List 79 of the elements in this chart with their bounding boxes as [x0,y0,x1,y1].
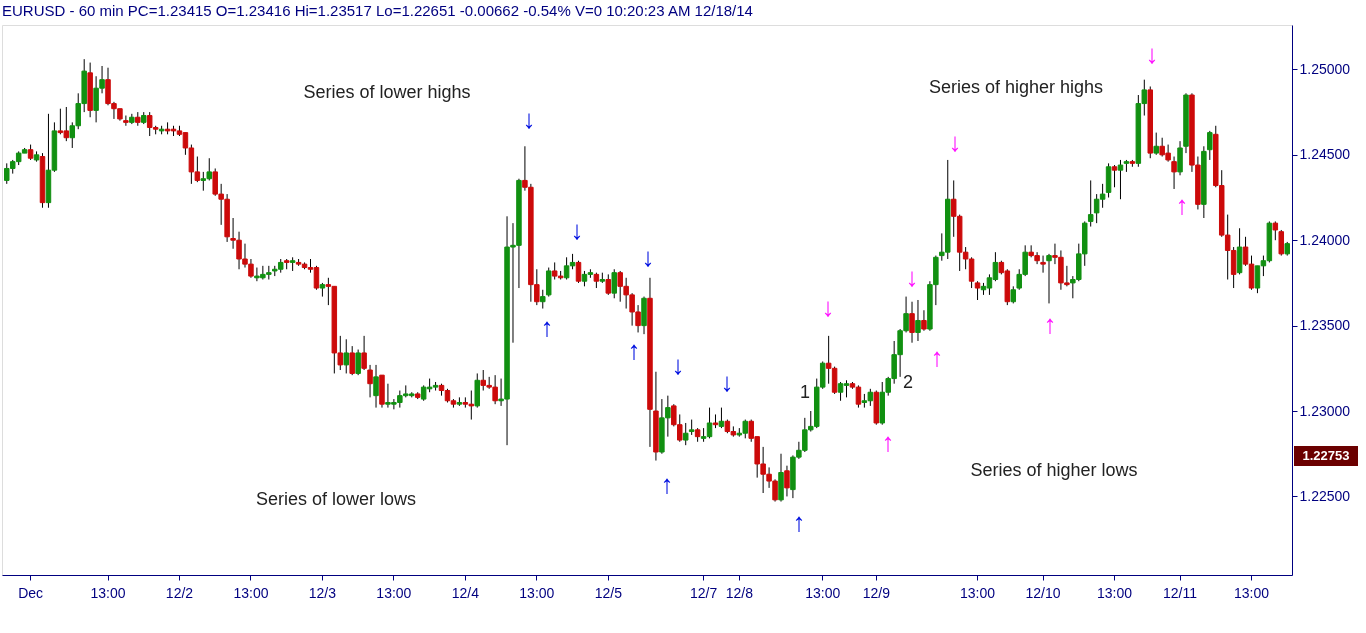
x-tick-label: 13:00 [90,584,126,601]
annotation: ↑ [792,507,806,537]
candlestick [718,407,725,429]
x-tick-label: 13:00 [1097,584,1133,601]
x-tick-label: 12/5 [594,584,623,601]
candlestick [921,309,927,332]
candlestick [1087,179,1094,228]
x-tick-label: 13:00 [1233,584,1270,601]
candlestick [1153,132,1159,156]
candlestick [373,364,379,409]
x-tick-label: 12/10 [1025,584,1061,601]
x-tick-label: 13:00 [805,584,841,601]
x-tick-label: Dec [18,584,44,601]
annotation: ↓ [671,350,685,380]
candlestick [1111,164,1118,188]
x-tick-label: 12/2 [165,584,194,601]
x-tick-label: 13:00 [519,584,555,601]
candlestick [1171,156,1177,190]
annotation: ↑ [930,342,944,372]
candlestick [349,345,355,376]
candlestick [1272,220,1279,241]
candlestick [575,260,582,284]
candlestick [784,465,790,497]
candlestick [1207,130,1213,161]
y-tick-label: 1.22500 [1299,487,1351,504]
candlestick [682,422,689,446]
candlestick [540,289,546,310]
annotation: ↑ [881,427,895,457]
annotation: ↓ [720,367,734,397]
chart-title: EURUSD - 60 min PC=1.23415 O=1.23416 Hi=1.23517 Lo=1.22651 -0.00662 -0.54% V=0 10:20:23 AM 12/18/14 [2,2,753,19]
y-tick-label: 1.24000 [1299,231,1351,248]
candlestick [355,349,361,376]
y-tick-label: 1.25000 [1299,60,1351,77]
text: 1.22753 [1302,448,1350,463]
annotation: ↓ [641,242,655,272]
annotation: ↓ [905,262,919,292]
x-tick-label: 12/4 [451,584,480,601]
annotation: ↑ [1175,190,1189,220]
annotation: Series of higher highs [928,77,1104,97]
candlestick [1117,159,1124,200]
annotation: ↓ [570,215,584,245]
candlestick [915,299,921,342]
candlestick [545,267,552,298]
annotation: Series of higher lows [970,460,1138,480]
y-tick-label: 1.23500 [1299,317,1351,334]
x-tick-label: 12/11 [1163,584,1198,601]
annotation: Series of lower lows [255,489,417,509]
x-tick-label: 13:00 [233,584,269,601]
y-tick-label: 1.23000 [1299,402,1351,419]
x-tick-label: 12/9 [862,584,891,601]
annotation: ↓ [522,104,536,134]
candlestick [367,364,373,398]
candlestick [343,338,349,374]
candlestick [605,273,612,296]
annotation: ↑ [540,312,554,342]
annotation: ↓ [1145,39,1159,69]
x-tick-label: 12/7 [689,584,718,601]
annotation: 2 [902,372,914,392]
candlestick [1040,255,1046,274]
candlestick [361,335,367,371]
candlestick [1278,229,1285,257]
x-tick-label: 13:00 [960,584,996,601]
annotation: ↑ [1043,309,1057,339]
x-tick-label: 13:00 [376,584,412,601]
candlestick [123,115,129,127]
annotation: Series of lower highs [303,82,471,102]
candlestick [909,301,915,344]
x-tick-label: 12/3 [308,584,337,601]
candlestick [974,280,981,301]
annotation: ↓ [821,292,835,322]
candlestick [1046,253,1052,304]
annotation: ↑ [627,335,641,365]
x-tick-label: 12/8 [725,584,754,601]
annotation: ↑ [660,469,674,499]
candlestick [1177,140,1183,176]
annotation: ↓ [948,127,962,157]
annotation: 1 [799,382,811,402]
y-tick-label: 1.24500 [1299,146,1351,163]
candlestick [611,268,617,299]
